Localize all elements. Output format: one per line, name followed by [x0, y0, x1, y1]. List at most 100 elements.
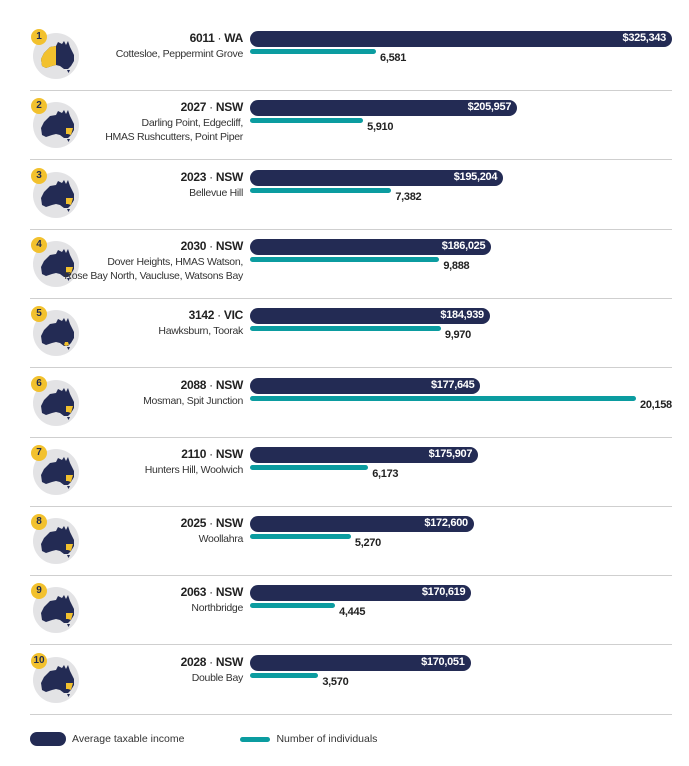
individuals-bar	[250, 534, 351, 540]
rank-badge: 4	[31, 236, 47, 253]
postcode: 2028	[180, 654, 207, 669]
divider	[30, 505, 672, 507]
individuals-label: 4,445	[339, 606, 366, 619]
income-bar: $186,025	[250, 238, 492, 255]
individuals-bar	[250, 187, 392, 193]
postcode: 2030	[180, 238, 207, 253]
postcode: 2088	[180, 377, 207, 392]
rank-badge: 1	[31, 29, 47, 45]
map-icon	[33, 102, 79, 149]
postcode: 3142	[188, 308, 215, 323]
map-icon	[33, 518, 79, 565]
income-label: $195,204	[453, 170, 498, 183]
income-bar: $172,600	[250, 516, 474, 533]
individuals-label: 7,382	[395, 190, 422, 203]
postcode-title: 6011 · WA	[189, 31, 244, 45]
divider	[30, 159, 672, 161]
individuals-bar	[250, 672, 319, 678]
suburbs: Bellevue Hill	[189, 186, 243, 200]
suburb-line: Rose Bay North, Vaucluse, Watsons Bay	[64, 269, 243, 282]
rank-badge: 7	[31, 444, 47, 461]
suburb-line: Hawksburn, Toorak	[158, 325, 243, 338]
divider	[30, 90, 672, 91]
individuals-label: 5,270	[354, 537, 381, 550]
individuals-bar	[250, 395, 636, 401]
income-bar: $170,051	[250, 654, 471, 671]
row-2027: 2 2027 · NSW Darling Point, Edgecliff, HM…	[0, 94, 689, 164]
rank-badge: 2	[31, 98, 47, 115]
income-label: $325,343	[622, 32, 667, 44]
rank-badge: 5	[31, 306, 47, 323]
suburbs: Northbridge	[191, 601, 243, 615]
row-2025: 8 2025 · NSW Woollahra $172,600 5,270	[0, 510, 689, 580]
state: VIC	[223, 308, 243, 323]
postcode-title: 2028 · NSW	[180, 654, 244, 669]
row-2110: 7 2110 · NSW Hunters Hill, Woolwich $175…	[0, 441, 689, 511]
suburbs: Double Bay	[191, 671, 244, 685]
row-2030: 4 2030 · NSW Dover Heights, HMAS Watson,…	[0, 233, 689, 303]
legend-swatch-income	[30, 732, 66, 746]
income-bar: $177,645	[250, 377, 481, 394]
suburbs: Woollahra	[199, 532, 244, 546]
row-3142: 5 3142 · VIC Hawksburn, Toorak $184,939 …	[0, 302, 689, 372]
state: NSW	[215, 100, 243, 115]
postcode: 2063	[180, 585, 207, 600]
divider	[30, 575, 672, 577]
state: WA	[224, 31, 243, 45]
state: NSW	[215, 516, 243, 531]
individuals-bar	[250, 326, 441, 332]
rank-badge: 6	[31, 375, 47, 392]
postcode-title: 2025 · NSW	[180, 516, 244, 531]
state: NSW	[215, 238, 243, 253]
divider	[30, 228, 672, 230]
map-icon	[33, 379, 79, 426]
postcode-title: 2023 · NSW	[180, 169, 244, 184]
individuals-bar	[250, 603, 336, 609]
postcode-title: 2110 · NSW	[181, 446, 243, 461]
income-label: $170,051	[421, 655, 465, 668]
rank-badge: 9	[31, 583, 47, 600]
income-bar: $205,957	[250, 100, 518, 117]
suburb-line: Mosman, Spit Junction	[143, 394, 243, 407]
income-bar: $195,204	[250, 169, 504, 186]
income-label: $170,619	[421, 586, 466, 599]
suburbs: Cottesloe, Peppermint Grove	[116, 47, 244, 61]
postcode: 2110	[181, 446, 207, 461]
map-icon	[33, 240, 79, 287]
individuals-label: 5,910	[367, 121, 394, 134]
postcode: 2027	[180, 100, 207, 115]
rank-badge: 3	[31, 167, 47, 184]
suburbs: Hunters Hill, Woolwich	[145, 463, 244, 477]
divider	[30, 713, 672, 715]
individuals-bar	[250, 118, 364, 124]
suburb-line: HMAS Rushcutters, Point Piper	[105, 131, 243, 144]
postcode-title: 3142 · VIC	[188, 308, 244, 323]
individuals-label: 6,581	[380, 52, 407, 64]
income-label: $205,957	[467, 101, 512, 114]
income-label: $184,939	[440, 309, 484, 322]
row-2088: 6 2088 · NSW Mosman, Spit Junction $177,…	[0, 372, 689, 442]
suburb-line: Bellevue Hill	[189, 186, 243, 199]
income-bar: $170,619	[250, 585, 472, 602]
individuals-label: 3,570	[322, 675, 349, 688]
income-label: $186,025	[441, 239, 486, 252]
income-label: $175,907	[428, 447, 473, 460]
individuals-bar	[250, 256, 440, 262]
row-2023: 3 2023 · NSW Bellevue Hill $195,204 7,38…	[0, 164, 689, 234]
postcode-title: 2063 · NSW	[180, 585, 244, 600]
postcode: 6011	[189, 31, 215, 45]
map-icon	[33, 33, 79, 79]
income-bar: $325,343	[250, 31, 672, 47]
income-label: $177,645	[430, 378, 475, 391]
suburb-line: Double Bay	[191, 671, 244, 684]
income-label: $172,600	[424, 517, 468, 530]
divider	[30, 367, 672, 369]
divider	[30, 297, 672, 299]
individuals-bar	[250, 49, 377, 54]
suburbs: Mosman, Spit Junction	[143, 394, 243, 408]
state: NSW	[215, 169, 243, 184]
row-2063: 9 2063 · NSW Northbridge $170,619 4,445	[0, 579, 689, 649]
postcode-title: 2030 · NSW	[180, 238, 244, 253]
postcode-title: 2088 · NSW	[180, 377, 244, 392]
